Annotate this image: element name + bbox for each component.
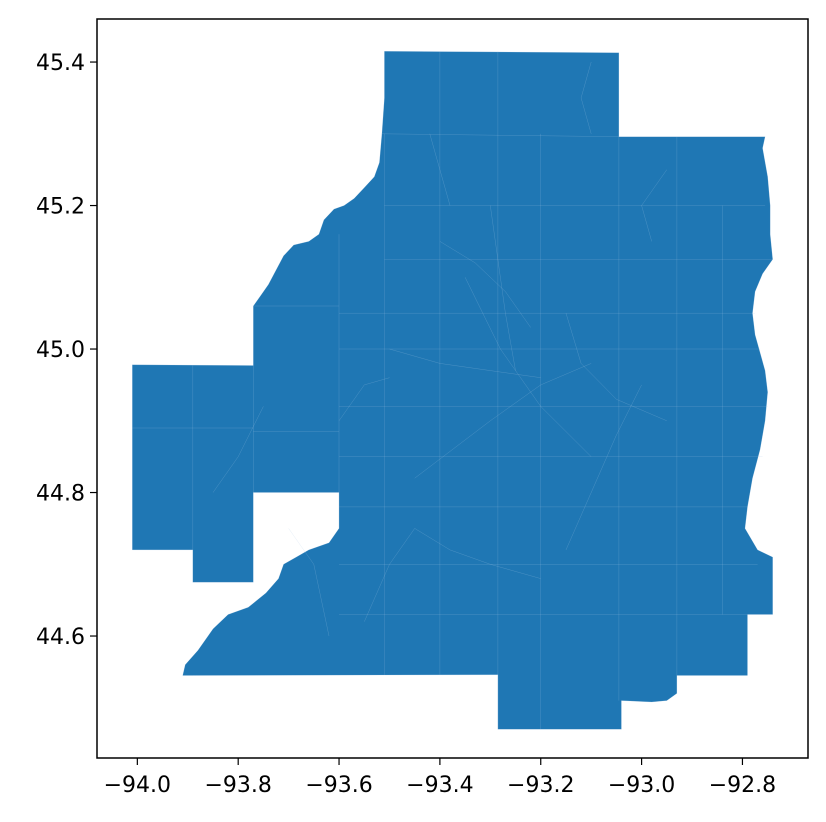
tract-boundary-line: [641, 169, 667, 242]
tract-boundary-line: [565, 313, 667, 421]
tract-boundary-line: [580, 61, 592, 134]
x-tick-label: −93.4: [406, 773, 473, 798]
tract-boundaries: [132, 51, 773, 730]
tract-boundary-line: [338, 377, 390, 421]
x-tick-label: −93.0: [608, 773, 675, 798]
tract-boundary-line: [288, 528, 330, 637]
y-axis: 45.4 45.2 45.0 44.8 44.6: [36, 51, 97, 650]
x-tick-label: −93.8: [204, 773, 271, 798]
y-tick-label: 44.6: [36, 625, 85, 650]
tract-boundary-line: [414, 528, 541, 579]
tract-boundary-line: [429, 133, 451, 206]
y-tick-label: 45.4: [36, 51, 85, 76]
metro-region-polygon: [132, 51, 773, 730]
tract-boundary-line: [464, 277, 592, 457]
x-tick-label: −92.8: [709, 773, 776, 798]
x-tick-label: −94.0: [104, 773, 171, 798]
y-tick-label: 45.2: [36, 195, 85, 220]
x-tick-label: −93.6: [305, 773, 372, 798]
tract-boundary-line: [364, 528, 415, 622]
tract-boundary-line: [389, 348, 541, 378]
tract-boundary-line: [212, 406, 264, 493]
x-axis: −94.0 −93.8 −93.6 −93.4 −93.2 −93.0 −92.8: [104, 758, 776, 798]
tract-boundary-line: [490, 205, 516, 371]
tract-boundary-line: [414, 363, 592, 479]
y-tick-label: 45.0: [36, 338, 85, 363]
x-tick-label: −93.2: [507, 773, 574, 798]
tract-boundary-line: [439, 241, 531, 328]
y-tick-label: 44.8: [36, 482, 85, 507]
tract-boundary-line: [565, 384, 642, 550]
tract-boundary-line: [381, 133, 619, 137]
plot-area: [132, 51, 773, 730]
axes-frame: [96, 18, 809, 759]
